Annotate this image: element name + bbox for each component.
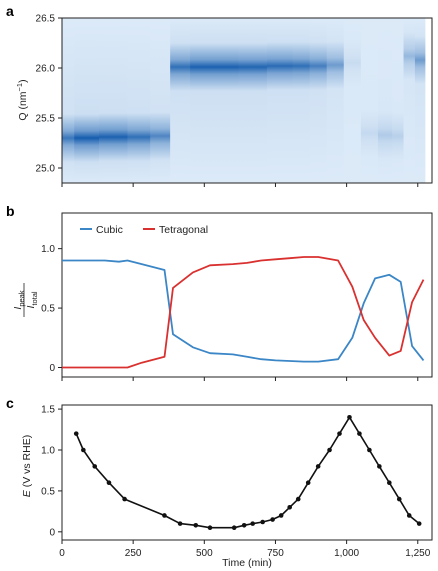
potential-point: [193, 522, 199, 528]
y-label-numerator: Ipeak: [12, 290, 26, 309]
potential-point: [396, 496, 402, 502]
panel-letter-a: a: [6, 3, 14, 19]
potential-point: [295, 496, 301, 502]
heatmap-column: [292, 18, 311, 183]
panel-letter-c: c: [6, 395, 14, 411]
panel-b-series: [62, 256, 425, 369]
panel-c-x-tick-label-750: 750: [267, 548, 284, 559]
potential-point: [406, 513, 412, 518]
panel-c-series: [73, 414, 422, 531]
y-label-denominator: Itotal: [25, 291, 39, 308]
potential-point: [337, 431, 342, 436]
panel-b-line-chart: 0 0.5 1.0 Cubic Tetragonal Ipeak Itotal: [12, 212, 433, 381]
panel-c-x-tick-label-1-000: 1,000: [334, 548, 359, 559]
panel-b-y-tick-label-0-5: 0.5: [41, 304, 55, 315]
heatmap-column: [392, 18, 405, 183]
panel-c-y-tick-label-0-5: 0.5: [41, 486, 55, 497]
series-line-cubic: [62, 259, 425, 363]
panel-b-frame: [61, 212, 433, 378]
potential-point: [315, 464, 321, 469]
panel-b-x-ticks: [61, 377, 419, 381]
heatmap-columns: [62, 18, 426, 183]
potential-point: [241, 522, 247, 528]
panel-a-y-tick-label-25-0: 25.0: [36, 164, 56, 175]
potential-point: [387, 480, 392, 486]
potential-point: [73, 431, 79, 436]
potential-point: [260, 519, 265, 525]
potential-point: [177, 521, 183, 526]
potential-point: [377, 464, 382, 469]
heatmap-column: [414, 18, 426, 183]
heatmap-column: [238, 18, 268, 183]
panel-c-line-chart: 0 0.5 1.0 1.5 0 250 500 750 1,000 1,250 E (V vs …: [21, 404, 433, 569]
panel-c-y-ticks: 0 0.5 1.0 1.5: [41, 405, 62, 538]
panel-a-y-tick-label-26-5: 26.5: [36, 14, 56, 25]
heatmap-column: [99, 18, 128, 183]
potential-point: [327, 447, 332, 453]
panel-c-y-axis-label: E (V vs RHE): [21, 435, 33, 497]
panel-b-y-tick-label-0: 0: [49, 363, 55, 374]
panel-b-y-ticks: 0 0.5 1.0: [41, 244, 62, 374]
panel-a-y-tick-label-25-5: 25.5: [36, 114, 56, 125]
heatmap-column: [212, 18, 239, 183]
potential-point: [278, 513, 284, 518]
potential-point: [81, 447, 86, 453]
legend: Cubic Tetragonal: [80, 224, 208, 236]
heatmap-column: [190, 18, 214, 183]
panel-c-x-tick-label-1-250: 1,250: [405, 548, 430, 559]
potential-line: [75, 416, 420, 529]
potential-point: [305, 480, 311, 486]
potential-point: [367, 447, 372, 453]
panel-c-y-tick-label-1-5: 1.5: [41, 405, 55, 416]
potential-point: [347, 414, 352, 420]
panel-c-frame: [61, 404, 433, 541]
panel-c-x-tick-label-0: 0: [59, 548, 65, 559]
heatmap-column: [170, 18, 191, 183]
panel-c-x-axis-label: Time (min): [222, 557, 272, 569]
panel-c-x-tick-label-500: 500: [196, 548, 213, 559]
panel-a-y-axis-label: Q (nm−1): [15, 79, 29, 120]
panel-c-x-ticks: 0 250 500 750 1,000 1,250: [59, 540, 431, 559]
potential-point: [416, 521, 422, 526]
potential-point: [231, 525, 237, 531]
heatmap-column: [343, 18, 362, 183]
heatmap-column: [403, 18, 416, 183]
heatmap-column: [127, 18, 151, 183]
heatmap-column: [150, 18, 171, 183]
panel-letter-b: b: [6, 203, 15, 219]
legend-label-tetragonal: Tetragonal: [159, 224, 208, 236]
series-line-tetragonal: [62, 256, 425, 369]
potential-point: [122, 496, 127, 502]
panel-b-y-axis-label: Ipeak Itotal: [12, 283, 39, 317]
panel-a-y-ticks: 25.0 25.5 26.0 26.5: [36, 14, 62, 175]
panel-a-frame: [61, 17, 433, 184]
panel-a-y-tick-label-26-0: 26.0: [36, 64, 56, 75]
potential-point: [106, 480, 112, 486]
legend-label-cubic: Cubic: [96, 224, 123, 236]
heatmap-column: [266, 18, 294, 183]
panel-c-y-tick-label-1-0: 1.0: [41, 446, 55, 457]
potential-point: [250, 521, 255, 526]
panel-c-y-tick-label-0: 0: [49, 527, 55, 538]
potential-point: [207, 525, 213, 531]
heatmap-column: [62, 18, 75, 183]
heatmap-column: [326, 18, 345, 183]
heatmap-column: [309, 18, 328, 183]
heatmap-column: [74, 18, 100, 183]
potential-point: [162, 513, 167, 518]
panel-b-y-tick-label-1-0: 1.0: [41, 244, 55, 255]
panel-a-x-ticks: [61, 183, 419, 187]
potential-point: [270, 517, 275, 522]
panel-a-heatmap: 25.0 25.5 26.0 26.5 Q (nm−1): [15, 14, 433, 187]
heatmap-column: [377, 18, 393, 183]
potential-point: [357, 431, 362, 436]
panel-c-x-tick-label-250: 250: [125, 548, 142, 559]
heatmap-column: [360, 18, 379, 183]
potential-point: [92, 464, 98, 469]
potential-point: [287, 504, 292, 510]
